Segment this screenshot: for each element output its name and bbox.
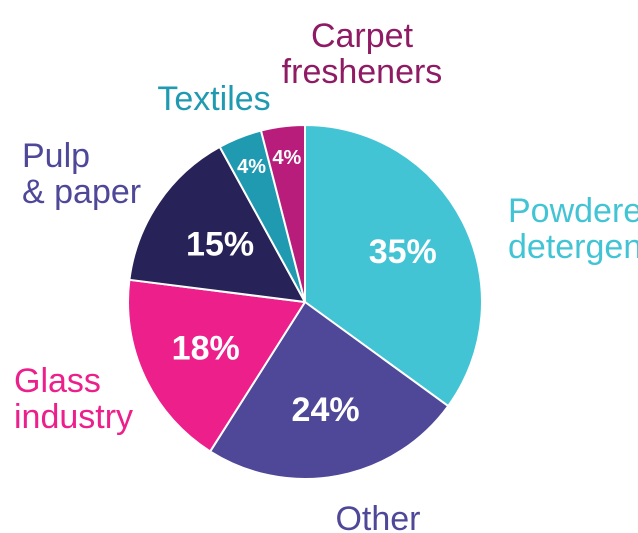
pie-slice-5: [259, 124, 306, 303]
category-label-3: Pulp & paper: [22, 137, 141, 211]
category-label-line: Pulp: [22, 137, 90, 175]
slice-value-label-1: 24%: [292, 391, 360, 429]
slice-value-label-3: 15%: [186, 225, 254, 263]
category-label-line: industry: [14, 398, 133, 436]
pie-slice-0: [304, 124, 483, 408]
pie-slice-2: [127, 278, 306, 453]
category-label-2: Glass industry: [14, 362, 133, 436]
category-label-0: Powdereddetergent: [508, 192, 638, 266]
category-label-1: Other: [335, 500, 420, 533]
category-label-line: Carpet: [311, 17, 414, 55]
category-label-line: Textiles: [157, 80, 270, 118]
category-label-line: Glass: [14, 362, 101, 400]
slice-value-label-5: 4%: [272, 147, 301, 169]
category-label-5: Carpet fresheners: [282, 17, 443, 91]
category-label-4: Textiles: [157, 80, 270, 118]
category-label-line: Other: [335, 500, 420, 533]
slice-value-label-0: 35%: [369, 233, 437, 271]
pie-slice-1: [209, 301, 450, 480]
category-label-line: & paper: [22, 173, 141, 211]
category-label-line: fresheners: [282, 53, 443, 91]
pie-slice-3: [128, 145, 306, 303]
slice-value-label-2: 18%: [172, 330, 240, 368]
category-label-line: detergent: [508, 228, 638, 266]
pie-slices: [127, 124, 483, 480]
slice-value-label-4: 4%: [237, 156, 266, 178]
slice-value-labels: 35% 24% 18% 15% 4% 4%: [172, 147, 437, 429]
